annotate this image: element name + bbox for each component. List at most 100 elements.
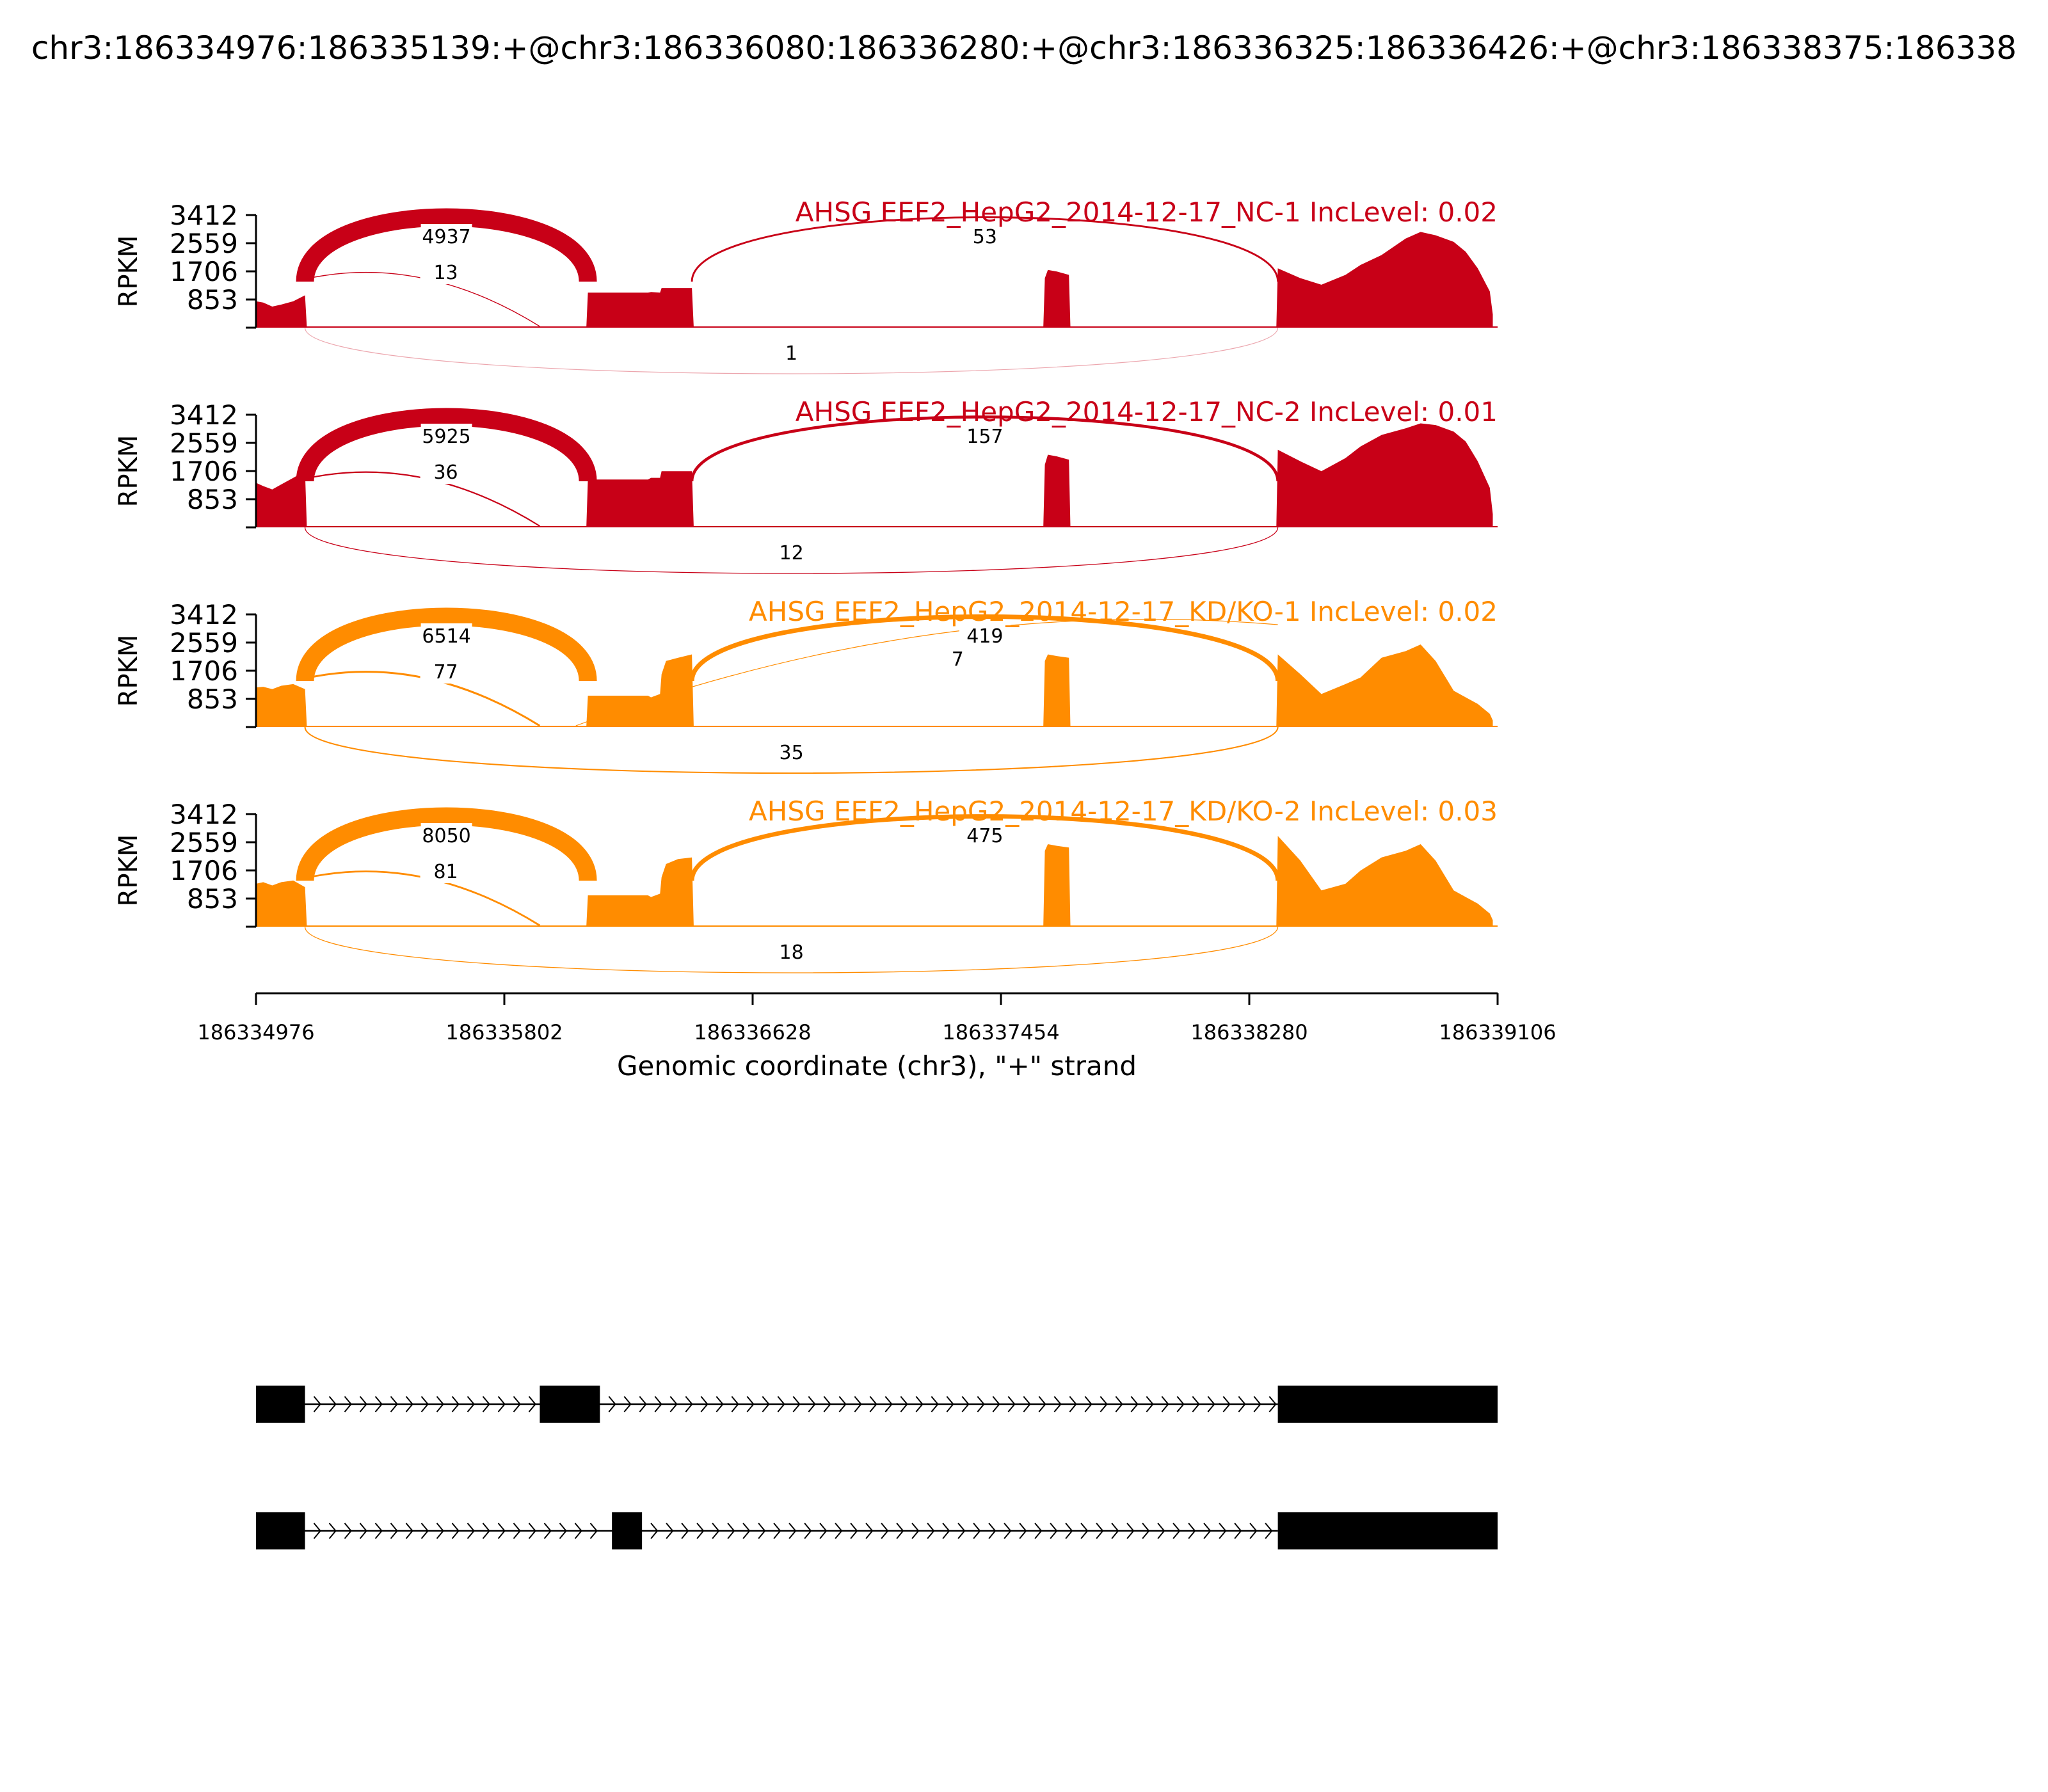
junction-count-label: 6514 xyxy=(422,625,470,648)
track-title: AHSG EEF2_HepG2_2014-12-17_NC-2 IncLevel… xyxy=(796,396,1498,428)
junction-arc xyxy=(690,415,1279,482)
junction-label-bg xyxy=(420,859,472,883)
strand-chevron xyxy=(374,1396,383,1412)
strand-chevron xyxy=(1207,1396,1215,1412)
strand-chevron xyxy=(1268,1396,1277,1412)
junction-count-label: 53 xyxy=(973,226,997,248)
x-axis: 186334976 186335802 186336628 186337454 1863… xyxy=(197,992,1556,1044)
strand-chevron xyxy=(835,1523,843,1539)
strand-chevron xyxy=(1111,1523,1119,1539)
junction-arc xyxy=(296,408,597,483)
strand-chevron xyxy=(405,1523,413,1539)
strand-chevron xyxy=(390,1523,398,1539)
strand-chevron xyxy=(467,1523,475,1539)
junction-arc xyxy=(689,614,1281,682)
junction-count-label: 18 xyxy=(780,941,804,964)
strand-chevron xyxy=(696,1523,705,1539)
strand-chevron xyxy=(927,1523,935,1539)
strand-chevron xyxy=(942,1523,950,1539)
strand-chevron xyxy=(420,1396,429,1412)
strand-chevron xyxy=(451,1396,460,1412)
junction-count-label: 5925 xyxy=(422,426,470,448)
strand-chevron xyxy=(1007,1396,1016,1412)
y-tick-label: 2559 xyxy=(170,827,238,858)
strand-chevron xyxy=(374,1523,383,1539)
strand-chevron xyxy=(716,1396,724,1412)
strand-chevron xyxy=(1253,1396,1261,1412)
strand-chevron xyxy=(700,1396,708,1412)
strand-chevron xyxy=(823,1396,831,1412)
junction-count-label: 35 xyxy=(780,742,804,764)
strand-chevron xyxy=(762,1396,770,1412)
junction-label-bg xyxy=(765,540,817,564)
strand-chevron xyxy=(543,1523,552,1539)
strand-chevron xyxy=(1203,1523,1212,1539)
strand-chevron xyxy=(973,1523,981,1539)
y-tick-label: 2559 xyxy=(170,627,238,659)
strand-chevron xyxy=(344,1396,352,1412)
strand-chevron xyxy=(1034,1523,1043,1539)
y-tick-label: 3412 xyxy=(170,799,238,830)
junction-label-bg xyxy=(420,823,472,847)
junction-arc xyxy=(575,618,1278,726)
coverage-area xyxy=(256,836,1493,927)
y-tick-label: 853 xyxy=(187,484,238,515)
isoform-2 xyxy=(256,1512,1498,1549)
junction-label-bg xyxy=(765,740,817,764)
y-tick-label: 3412 xyxy=(170,399,238,431)
strand-chevron xyxy=(777,1396,785,1412)
y-tick-label: 1706 xyxy=(170,855,238,886)
strand-chevron xyxy=(482,1396,490,1412)
track-title: AHSG EEF2_HepG2_2014-12-17_NC-1 IncLevel… xyxy=(796,196,1498,228)
strand-chevron xyxy=(639,1396,647,1412)
strand-chevron xyxy=(344,1523,352,1539)
exon-block xyxy=(1277,1386,1498,1423)
strand-chevron xyxy=(1084,1396,1092,1412)
x-tick-label: 186339106 xyxy=(1439,1020,1556,1044)
strand-chevron xyxy=(681,1523,689,1539)
strand-chevron xyxy=(712,1523,720,1539)
junction-label-bg xyxy=(420,424,472,448)
strand-chevron xyxy=(482,1523,490,1539)
junction-count-label: 81 xyxy=(433,861,458,883)
exon-block xyxy=(256,1386,305,1423)
strand-chevron xyxy=(881,1523,889,1539)
strand-chevron xyxy=(513,1396,521,1412)
junction-arc xyxy=(691,216,1279,282)
strand-chevron xyxy=(1238,1396,1246,1412)
strand-chevron xyxy=(1126,1523,1135,1539)
track-title: AHSG EEF2_HepG2_2014-12-17_KD/KO-2 IncLe… xyxy=(749,796,1498,827)
junction-label-bg xyxy=(765,940,817,964)
y-axis-label: RPKM xyxy=(114,635,143,707)
junction-label-bg xyxy=(959,823,1011,847)
strand-chevron xyxy=(669,1396,678,1412)
strand-chevron xyxy=(915,1396,924,1412)
strand-chevron xyxy=(869,1396,877,1412)
strand-chevron xyxy=(528,1396,536,1412)
junction-count-label: 1 xyxy=(785,342,797,365)
strand-chevron xyxy=(977,1396,985,1412)
exon-block xyxy=(612,1512,643,1549)
strand-chevron xyxy=(854,1396,862,1412)
y-tick-label: 853 xyxy=(187,883,238,915)
strand-chevron xyxy=(528,1523,536,1539)
strand-chevron xyxy=(742,1523,751,1539)
junction-count-label: 13 xyxy=(433,262,458,284)
strand-chevron xyxy=(513,1523,521,1539)
strand-chevron xyxy=(1023,1396,1031,1412)
strand-chevron xyxy=(788,1523,797,1539)
strand-chevron xyxy=(838,1396,847,1412)
strand-chevron xyxy=(405,1396,413,1412)
junction-label-bg xyxy=(420,623,472,648)
strand-chevron xyxy=(1130,1396,1139,1412)
strand-chevron xyxy=(654,1396,662,1412)
strand-chevron xyxy=(1038,1396,1046,1412)
junction-arc xyxy=(304,527,1279,574)
y-tick-label: 853 xyxy=(187,684,238,715)
strand-chevron xyxy=(1172,1523,1181,1539)
x-tick-label: 186337454 xyxy=(942,1020,1059,1044)
strand-chevron xyxy=(420,1523,429,1539)
junction-label-bg xyxy=(959,424,1011,448)
y-tick-label: 1706 xyxy=(170,256,238,287)
